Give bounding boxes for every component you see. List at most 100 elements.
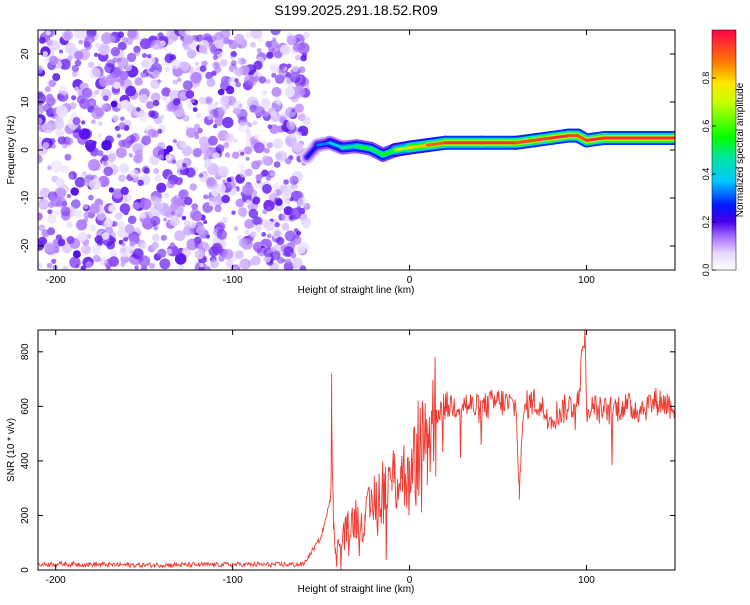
noise-blob — [150, 92, 161, 103]
noise-blob — [83, 204, 89, 210]
noise-blob — [211, 188, 219, 197]
noise-blob — [53, 118, 65, 130]
noise-blob — [164, 67, 170, 72]
noise-blob — [161, 87, 171, 97]
noise-blob — [121, 36, 128, 43]
noise-blob — [92, 254, 101, 263]
noise-blob — [66, 236, 75, 244]
noise-blob — [134, 77, 143, 86]
noise-blob — [253, 75, 260, 82]
noise-blob — [232, 267, 238, 270]
noise-blob — [281, 222, 290, 231]
noise-blob — [176, 77, 182, 82]
noise-blob — [214, 101, 219, 106]
noise-blob — [121, 99, 130, 108]
noise-blob — [139, 198, 152, 210]
noise-blob — [146, 54, 152, 59]
noise-blob — [282, 258, 287, 263]
noise-blob — [286, 63, 292, 69]
noise-blob — [47, 209, 53, 215]
noise-blob — [190, 72, 202, 84]
noise-blob — [111, 220, 118, 227]
noise-blob — [120, 254, 130, 264]
noise-blob — [97, 43, 110, 56]
noise-blob — [269, 171, 276, 177]
noise-blob — [151, 241, 159, 250]
signal-trace-segment — [585, 136, 606, 142]
noise-blob — [181, 215, 187, 221]
noise-blob — [194, 134, 200, 140]
noise-blob — [179, 140, 188, 149]
noise-blob — [57, 93, 64, 101]
x-tick-label: 0 — [407, 575, 413, 586]
noise-blob — [183, 220, 191, 227]
noise-blob — [134, 50, 140, 57]
x-tick-label: -200 — [46, 275, 66, 286]
noise-blob — [174, 253, 187, 265]
snr-plot-area — [38, 330, 675, 570]
noise-blob — [170, 242, 175, 248]
x-tick-label: -100 — [223, 575, 243, 586]
noise-blob — [198, 266, 205, 270]
noise-blob — [44, 86, 51, 93]
noise-blob — [160, 234, 167, 241]
noise-blob — [127, 215, 137, 225]
noise-blob — [217, 106, 227, 116]
noise-blob — [303, 31, 310, 39]
noise-blob — [215, 144, 225, 153]
noise-blob — [88, 194, 94, 201]
noise-blob — [279, 63, 286, 71]
noise-blob — [40, 198, 45, 202]
noise-blob — [153, 61, 159, 66]
noise-blob — [300, 55, 307, 62]
noise-blob — [183, 34, 194, 45]
noise-blob — [72, 117, 81, 125]
noise-blob — [243, 146, 253, 155]
noise-blob — [265, 40, 273, 48]
noise-blob — [244, 168, 253, 177]
colorbar-ticks: 0.0 0.2 0.4 0.6 0.8 — [701, 72, 716, 276]
noise-blob — [174, 230, 186, 242]
noise-blob — [178, 91, 188, 100]
noise-blob — [271, 72, 277, 78]
noise-blob — [271, 111, 277, 118]
noise-blob — [108, 204, 116, 213]
noise-blob — [250, 231, 257, 238]
noise-blob — [136, 107, 141, 112]
noise-blob — [38, 92, 46, 105]
noise-blob — [230, 51, 237, 58]
noise-blob — [263, 199, 275, 212]
noise-blob — [194, 249, 205, 260]
noise-blob — [284, 198, 291, 204]
noise-blob — [203, 194, 209, 200]
noise-blob — [124, 224, 135, 234]
noise-blob — [56, 188, 66, 197]
noise-blob — [45, 30, 51, 36]
noise-blob — [44, 241, 55, 253]
noise-blob — [139, 111, 149, 122]
x-tick-label: 100 — [578, 275, 595, 286]
noise-blob — [273, 230, 281, 238]
noise-blob — [120, 116, 125, 122]
noise-blob — [61, 265, 69, 270]
noise-blob — [94, 89, 100, 96]
snr-frame — [37, 329, 676, 571]
noise-blob — [250, 30, 263, 39]
noise-blob — [190, 98, 195, 104]
noise-blob — [158, 43, 165, 50]
noise-blob — [62, 143, 68, 149]
noise-blob — [69, 256, 81, 269]
noise-blob — [298, 66, 306, 74]
noise-blob — [251, 255, 261, 266]
noise-blob — [88, 159, 100, 171]
noise-blob — [271, 86, 282, 98]
noise-blob — [38, 155, 42, 161]
noise-blob — [148, 67, 154, 72]
noise-blob — [115, 147, 127, 159]
noise-blob — [203, 220, 208, 224]
noise-blob — [254, 106, 266, 118]
noise-blob — [238, 162, 245, 169]
noise-blob — [55, 177, 65, 188]
noise-blob — [256, 247, 263, 254]
y-tick-label: 200 — [20, 507, 31, 524]
